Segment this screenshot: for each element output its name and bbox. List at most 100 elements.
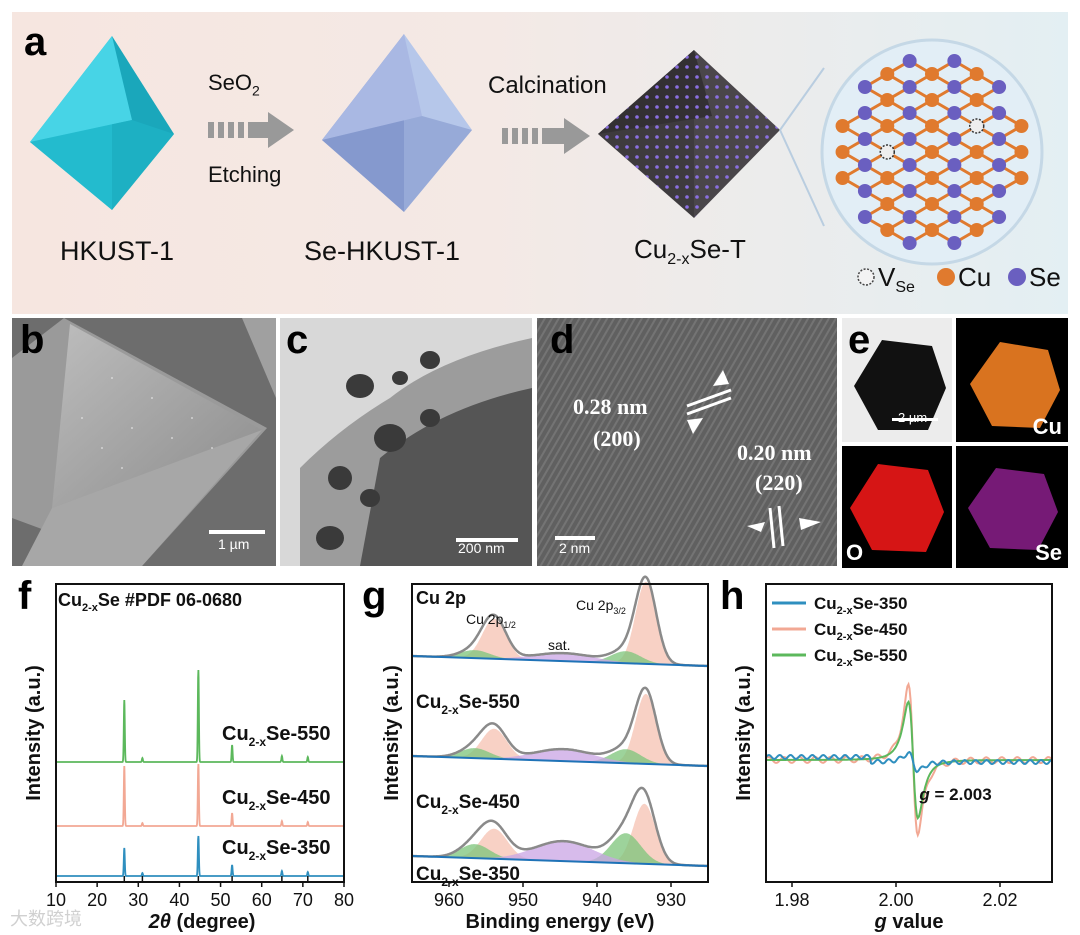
se-atom (902, 80, 917, 94)
cu-atom (880, 171, 895, 185)
eds-o-label: O (846, 540, 864, 565)
se-atom (947, 158, 962, 172)
epr-x-axis-label: g value (874, 911, 944, 933)
xps-series-label: Cu2-xSe-550 (416, 692, 520, 717)
cu-atom (880, 119, 895, 133)
cu2-xse-t-octahedron (598, 50, 780, 218)
cu-atom (925, 223, 939, 237)
se-atom (992, 184, 1007, 198)
name-cu2-xse-t: Cu2-xSe-T (634, 234, 746, 269)
panel-label-f: f (18, 574, 32, 618)
panel-label-g: g (362, 574, 387, 618)
panel-label-d: d (550, 318, 575, 362)
x-tick-label: 40 (169, 890, 189, 910)
x-tick-label: 960 (434, 890, 464, 910)
cu-atom (969, 197, 984, 211)
x-tick-label: 20 (87, 890, 107, 910)
xrd-title: Cu2-xSe #PDF 06-0680 (58, 590, 242, 614)
xps-raw-line (412, 686, 708, 768)
se-atom (902, 184, 917, 198)
eds-o-map: O (842, 446, 952, 568)
sem-scale-label: 1 µm (218, 536, 250, 552)
x-tick-label: 70 (293, 890, 313, 910)
schematic-panel: a SeO2 Etching Calcination HKUST-1 Se-HK… (12, 12, 1068, 314)
vacancy-legend-icon (857, 268, 875, 286)
xrd-series-line (56, 835, 344, 877)
se-atom (902, 106, 917, 120)
epr-legend-label: Cu2-xSe-550 (814, 646, 907, 669)
hrtem-scale-bar (555, 536, 595, 540)
x-tick-label: 30 (128, 890, 148, 910)
se-atom (902, 132, 917, 146)
cu-atom (969, 223, 984, 237)
epr-series-line (766, 699, 1052, 821)
x-tick-label: 2.00 (878, 890, 913, 910)
calcination-arrow (502, 118, 590, 154)
epr-series-line (765, 681, 1053, 838)
se-atom (902, 210, 917, 224)
eds-se-map: Se (956, 446, 1068, 568)
legend-cu: Cu (958, 262, 992, 292)
d-spacing-1: 0.28 nm (573, 394, 648, 419)
cu-atom (925, 197, 939, 211)
se-atom (992, 106, 1007, 120)
xrd-series-label: Cu2-xSe-450 (222, 787, 331, 813)
cu-atom (1014, 171, 1029, 185)
plane-2: (220) (755, 470, 803, 495)
sem-scale-bar (209, 530, 265, 534)
x-tick-label: 940 (582, 890, 612, 910)
se-atom (947, 106, 962, 120)
panel-label-c: c (286, 318, 309, 362)
cu-atom (1014, 145, 1029, 159)
tem-scale-bar (456, 538, 518, 542)
se-atom (992, 210, 1007, 224)
eds-cu-map: Cu (956, 318, 1068, 442)
xrd-x-axis-label: 2θ (degree) (148, 911, 256, 933)
xps-fit-peak (412, 833, 708, 866)
xrd-series-line (56, 763, 344, 827)
x-tick-label: 80 (334, 890, 354, 910)
step1-reagent: SeO2 (208, 70, 260, 99)
se-atom (992, 80, 1007, 94)
xps-fit-peak (412, 841, 708, 866)
plot-frame (55, 583, 345, 883)
epr-series-line (765, 750, 1053, 774)
sem-image: 1 µm (12, 318, 276, 566)
epr-annotation: g = 2.003 (918, 785, 991, 804)
se-atom (857, 132, 872, 146)
xps-series-label: Cu2-xSe-350 (416, 864, 520, 889)
x-tick-label: 930 (656, 890, 686, 910)
cu-atom (969, 145, 984, 159)
xrd-series-label: Cu2-xSe-550 (222, 723, 331, 749)
xrd-chart: Cu2-xSe-550 Cu2-xSe-450 Cu2-xSe-350 10 20 30 4… (23, 583, 354, 933)
panel-label-e: e (848, 318, 871, 362)
plot-frame (411, 583, 709, 883)
panel-label-b: b (20, 318, 45, 362)
x-tick-label: 50 (211, 890, 231, 910)
cu-atom (835, 119, 850, 133)
xps-series-label: Cu2-xSe-450 (416, 792, 520, 817)
hrtem-image: 2 nm 0.28 nm (200) 0.20 nm (220) (537, 318, 837, 566)
epr-y-axis-label: Intensity (a.u.) (733, 665, 755, 801)
se-atom (902, 158, 917, 172)
xps-x-axis-label: Binding energy (eV) (466, 911, 655, 933)
xps-fit-peak (412, 749, 708, 766)
cu-atom (969, 93, 984, 107)
tem-scale-label: 200 nm (458, 540, 505, 556)
eds-se-label: Se (1035, 540, 1062, 565)
crystal-structure-zoom (820, 38, 1044, 266)
tem-image: 200 nm (280, 318, 532, 566)
se-atom (857, 184, 872, 198)
cu-atom (835, 145, 850, 159)
x-tick-label: 950 (508, 890, 538, 910)
se-atom (902, 236, 917, 250)
cu-atom (925, 145, 939, 159)
hrtem-scale-label: 2 nm (559, 540, 591, 556)
cu-atom (969, 67, 984, 81)
se-atom (902, 54, 917, 68)
cu-atom (925, 119, 939, 133)
x-tick-label: 2.02 (982, 890, 1017, 910)
legend-vacancy: VSe (878, 262, 915, 297)
vacancy-atom (968, 118, 985, 134)
epr-legend-label: Cu2-xSe-450 (814, 620, 907, 643)
